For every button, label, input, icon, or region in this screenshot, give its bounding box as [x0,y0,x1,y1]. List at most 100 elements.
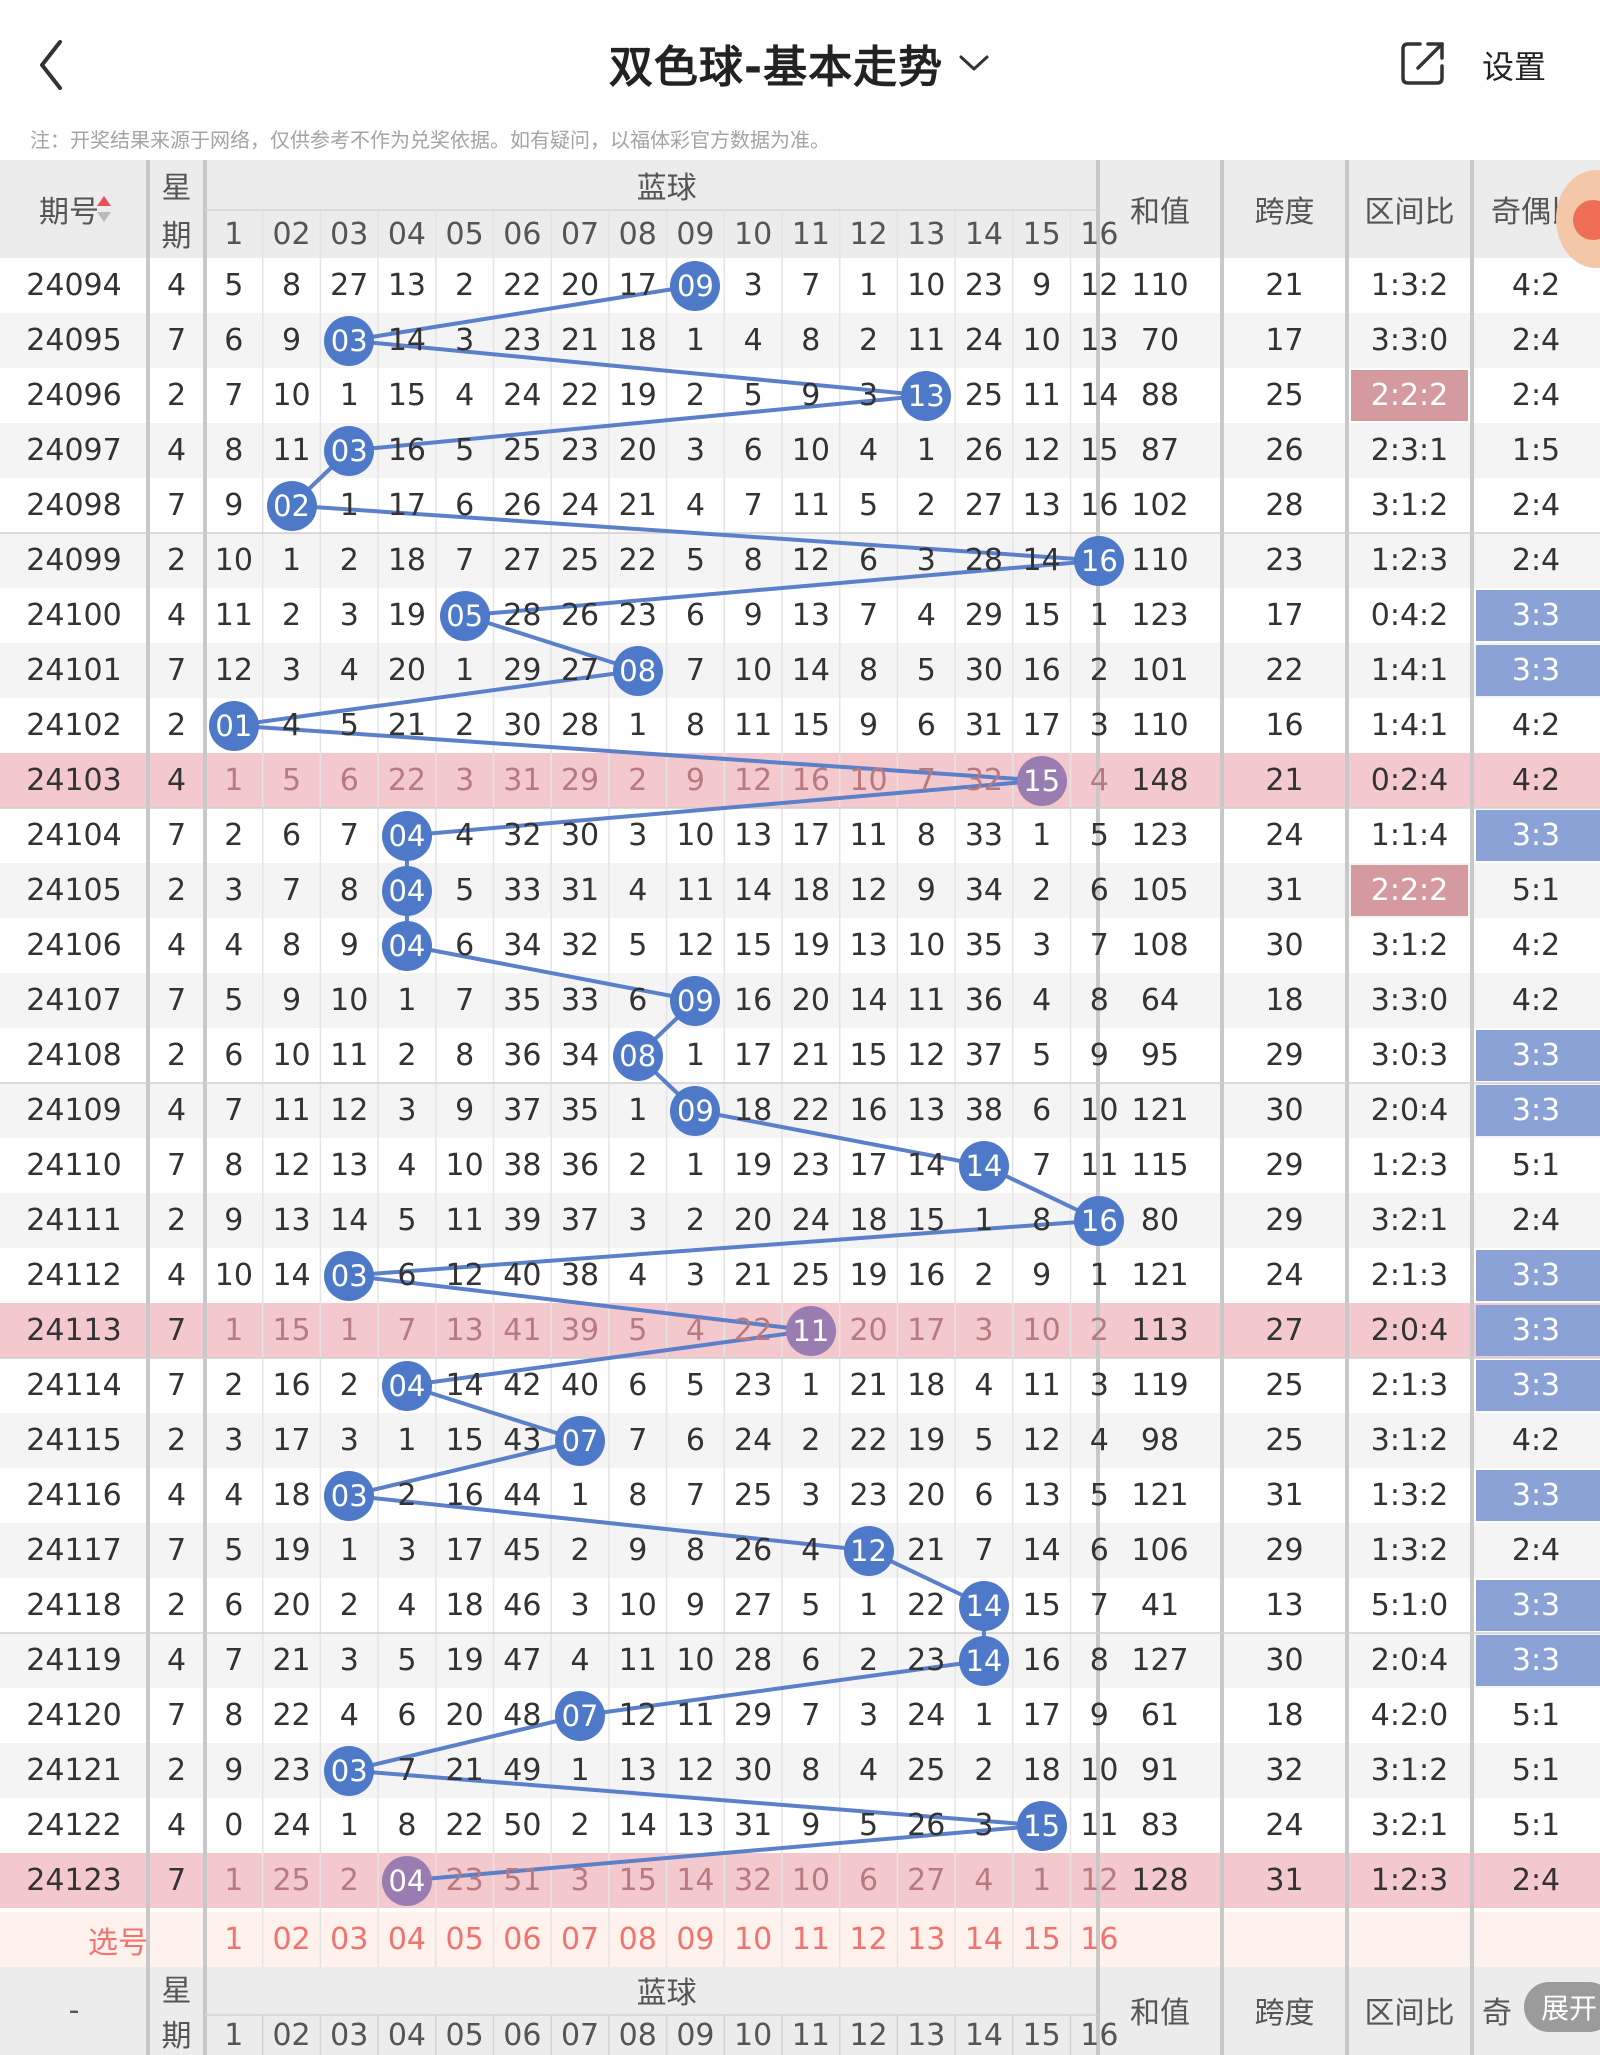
miss-count: 6 [858,1863,879,1898]
odd-even-value: 3:3 [1511,1588,1561,1623]
weekday-header-top: 星 [161,171,192,206]
expand-button[interactable]: 展开 [1524,1982,1600,2032]
miss-count: 1 [685,1038,705,1073]
miss-count: 28 [734,1643,773,1678]
miss-count: 28 [560,708,600,743]
issue-number: 24110 [26,1148,122,1183]
select-number-option[interactable]: 05 [445,1922,484,1957]
miss-count: 8 [685,708,705,743]
select-number-option[interactable]: 14 [964,1922,1004,1957]
weekday-value: 7 [166,323,187,358]
sort-arrows-icon[interactable] [96,194,112,224]
weekday-value: 4 [166,1093,187,1128]
miss-count: 16 [1022,1643,1061,1678]
select-number-option[interactable]: 1 [224,1922,244,1957]
miss-count: 20 [445,1698,484,1733]
select-number-option[interactable]: 07 [560,1922,600,1957]
issue-column-header[interactable]: 期号 [39,195,99,230]
span-column-footer: 跨度 [1254,1996,1315,2031]
span-value: 30 [1265,1643,1304,1678]
odd-even-value: 2:4 [1511,1533,1561,1568]
miss-count: 17 [387,488,427,523]
row-bg [0,588,1600,643]
miss-count: 5 [1032,1038,1052,1073]
miss-count: 6 [455,928,475,963]
title-dropdown[interactable]: 双色球-基本走势 [540,30,1060,96]
miss-count: 7 [224,378,244,413]
miss-count: 23 [445,1863,484,1898]
select-number-option[interactable]: 09 [676,1922,715,1957]
share-icon[interactable] [1398,38,1448,88]
zone-ratio-value: 2:1:3 [1370,1258,1449,1293]
blue-number-header: 06 [503,216,542,252]
select-number-option[interactable]: 11 [791,1922,830,1957]
miss-count: 5 [1089,818,1109,853]
miss-count: 21 [272,1643,311,1678]
miss-count: 3 [1089,708,1109,743]
select-number-option[interactable]: 08 [618,1922,657,1957]
weekday-header-bottom: 期 [161,219,192,254]
span-value: 21 [1265,763,1304,798]
miss-count: 12 [618,1698,657,1733]
miss-count: 11 [445,1203,484,1238]
odd-even-value: 2:4 [1511,1203,1561,1238]
miss-count: 14 [676,1863,715,1898]
miss-count: 4 [339,1698,359,1733]
miss-count: 26 [907,1808,946,1843]
miss-count: 3 [858,378,879,413]
select-number-option[interactable]: 12 [849,1922,888,1957]
miss-count: 2 [858,323,879,358]
miss-count: 30 [964,653,1004,688]
miss-count: 11 [676,873,715,908]
miss-count: 23 [503,323,542,358]
miss-count: 50 [503,1808,542,1843]
issue-number: 24112 [26,1258,122,1293]
miss-count: 7 [858,598,879,633]
miss-count: 1 [339,1533,359,1568]
select-number-label[interactable]: 选号 [88,1925,148,1961]
miss-count: 8 [224,1148,244,1183]
weekday-value: 2 [166,378,187,413]
miss-count: 7 [281,873,302,908]
odd-even-value: 3:3 [1511,1258,1561,1293]
miss-count: 21 [560,323,600,358]
select-number-option[interactable]: 10 [734,1922,773,1957]
select-number-option[interactable]: 04 [387,1922,427,1957]
issue-number: 24106 [26,928,122,963]
miss-count: 17 [272,1423,311,1458]
miss-count: 20 [618,433,657,468]
miss-count: 26 [964,433,1004,468]
blue-number-footer: 08 [618,2017,657,2053]
select-number-option[interactable]: 03 [330,1922,369,1957]
select-number-option[interactable]: 02 [272,1922,311,1957]
miss-count: 5 [858,1808,879,1843]
zone-ratio-badge [1351,370,1468,421]
miss-count: 5 [858,488,879,523]
odd-even-column-footer: 奇 [1482,1996,1512,2031]
miss-count: 2 [974,1258,994,1293]
select-number-option[interactable]: 13 [907,1922,946,1957]
sum-value: 70 [1140,323,1180,358]
miss-count: 11 [734,708,773,743]
select-number-option[interactable]: 15 [1022,1922,1061,1957]
trend-table: 期号星期蓝球 1 02 03 04 05 06 07 08 09 10 11 12 13 14 15 16 和值跨… [0,160,1600,2055]
miss-count: 9 [1032,1258,1052,1293]
span-value: 22 [1265,653,1304,688]
select-number-option[interactable]: 06 [503,1922,542,1957]
miss-count: 7 [916,763,936,798]
back-button[interactable] [30,28,74,102]
miss-count: 2 [224,1368,244,1403]
miss-count: 23 [849,1478,888,1513]
miss-count: 24 [791,1203,830,1238]
footer-header-bg [0,1965,1600,2055]
blue-ball: 03 [324,1745,375,1796]
promo-badge-icon [1573,200,1600,240]
settings-button[interactable]: 设置 [1482,48,1547,86]
miss-count: 3 [339,1643,359,1678]
miss-count: 4 [974,1368,994,1403]
miss-count: 10 [734,653,773,688]
select-number-option[interactable]: 16 [1080,1922,1119,1957]
zone-ratio-value: 3:3:0 [1370,983,1449,1018]
miss-count: 13 [676,1808,715,1843]
